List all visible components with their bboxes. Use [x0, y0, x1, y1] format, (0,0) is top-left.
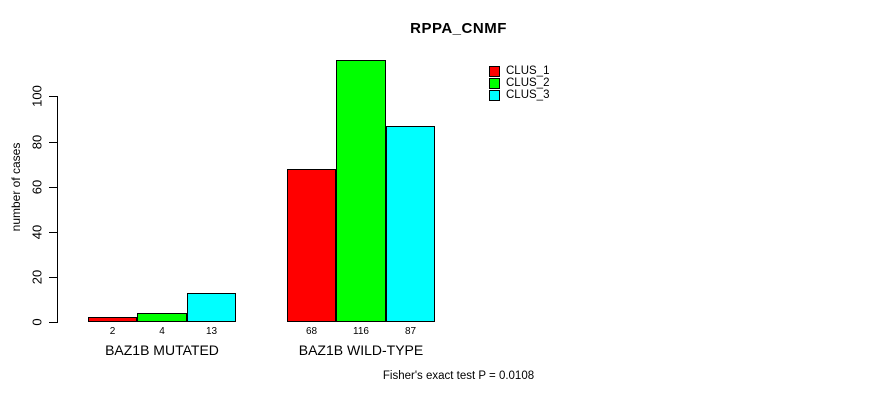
y-tick	[49, 96, 57, 97]
category-label: BAZ1B MUTATED	[105, 342, 219, 358]
legend-label: CLUS_3	[506, 89, 550, 101]
bar	[336, 60, 386, 322]
y-tick	[49, 232, 57, 233]
bar	[137, 313, 187, 322]
legend-label: CLUS_2	[506, 77, 550, 89]
bar-value-label: 13	[205, 326, 218, 337]
bar	[88, 317, 137, 322]
y-tick	[49, 142, 57, 143]
y-tick-label: 100	[29, 85, 45, 107]
bar-value-label: 116	[353, 326, 369, 337]
y-tick-label: 20	[29, 269, 45, 285]
y-tick-label: 80	[29, 134, 45, 150]
y-tick	[49, 277, 57, 278]
bar	[287, 169, 336, 322]
y-tick-label: 40	[29, 224, 45, 240]
legend-item: CLUS_2	[489, 77, 550, 89]
bar-value-label: 87	[404, 326, 417, 337]
legend-item: CLUS_1	[489, 65, 550, 77]
bar	[386, 126, 435, 322]
y-tick	[49, 322, 57, 323]
legend-swatch	[489, 78, 500, 89]
bar-value-label: 68	[305, 326, 318, 337]
fisher-test-annotation: Fisher's exact test P = 0.0108	[382, 370, 535, 382]
chart-title: RPPA_CNMF	[410, 20, 507, 37]
legend-swatch	[489, 66, 500, 77]
y-tick-label: 60	[29, 179, 45, 195]
legend-swatch	[489, 90, 500, 101]
category-label: BAZ1B WILD-TYPE	[298, 342, 424, 358]
y-tick-label: 0	[29, 318, 45, 326]
legend-item: CLUS_3	[489, 89, 550, 101]
y-axis-label: number of cases	[9, 142, 23, 232]
y-axis-line	[57, 96, 58, 323]
y-tick	[49, 187, 57, 188]
legend: CLUS_1 CLUS_2 CLUS_3	[489, 65, 550, 102]
legend-label: CLUS_1	[506, 65, 550, 77]
bar-value-label: 2	[109, 326, 116, 337]
bar	[187, 293, 236, 322]
bar-value-label: 4	[159, 326, 165, 337]
